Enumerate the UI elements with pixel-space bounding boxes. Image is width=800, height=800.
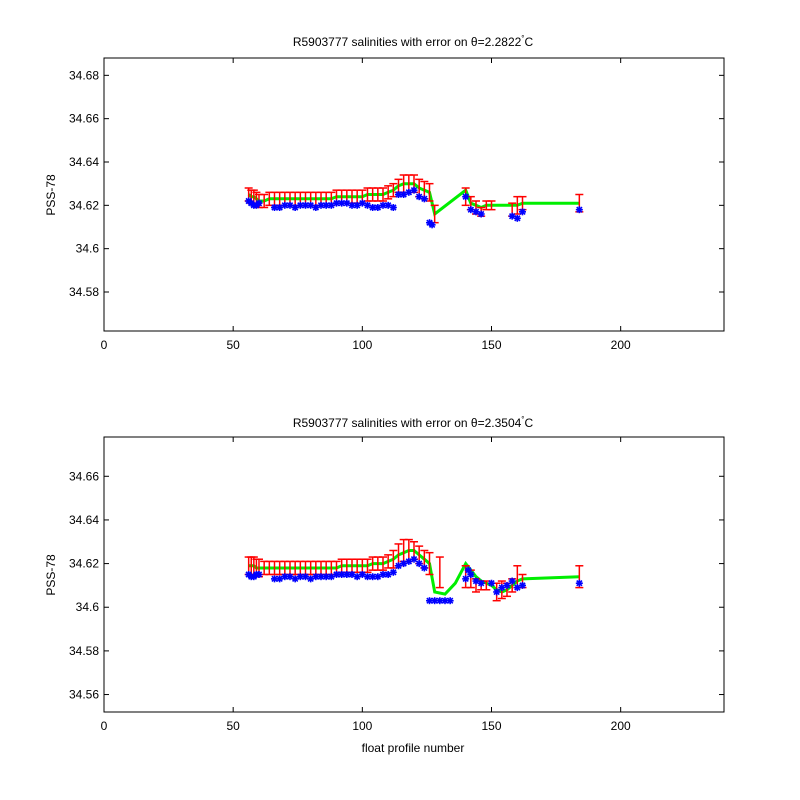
top-axis-ticks: 0 50 100 150 200 34.58 34.6 34.62 34.64 34.66 34.6… [69, 58, 724, 352]
top-chart-title: R5903777 salinities with error on θ=2.28… [293, 34, 534, 49]
bottom-float-salinity-point [503, 581, 511, 589]
bottom-axis-ticks: 0 50 100 150 200 34.56 34.58 34.6 34.62 34.64 34.6… [69, 437, 724, 733]
bottom-xtick-label: 0 [101, 719, 108, 733]
bottom-xtick-label: 100 [352, 719, 372, 733]
bottom-float-salinity-point [467, 571, 475, 578]
bottom-ytick-label: 34.66 [69, 469, 99, 483]
bottom-float-salinity-point [410, 555, 418, 563]
top-axes-frame [103, 57, 725, 332]
bottom-float-salinity-point [575, 579, 583, 587]
bottom-panel: R5903777 salinities with error on θ=2.35… [44, 415, 725, 755]
top-xtick-label: 150 [481, 338, 501, 352]
bottom-float-salinity-point [322, 573, 330, 581]
bottom-float-salinity-point [446, 597, 454, 605]
bottom-xtick-label: 150 [481, 719, 501, 733]
top-float-salinity-point [255, 199, 263, 207]
bottom-float-salinity-point [369, 573, 377, 581]
bottom-xtick-label: 50 [226, 719, 240, 733]
bottom-float-salinity-point [420, 564, 428, 572]
bottom-ylabel: PSS-78 [44, 554, 58, 596]
top-float-salinity-point [428, 221, 436, 229]
top-float-salinity-point [513, 214, 521, 222]
top-float-salinity-point [291, 204, 299, 211]
top-panel: R5903777 salinities with error on θ=2.28… [44, 34, 725, 352]
top-error-bar [379, 187, 387, 202]
bottom-float-salinity-point [338, 571, 346, 578]
bottom-float-salinity-point [493, 588, 501, 596]
bottom-float-salinity-point [415, 560, 423, 568]
bottom-title-degree: ° [521, 415, 524, 424]
top-ylabel: PSS-78 [44, 174, 58, 216]
top-plot-marks [244, 174, 584, 229]
top-float-salinity-point [420, 195, 428, 203]
top-float-salinity-point [389, 204, 397, 211]
top-ytick-label: 34.6 [76, 242, 100, 256]
bottom-xlabel: float profile number [362, 741, 465, 755]
top-xtick-label: 200 [611, 338, 631, 352]
top-float-salinity-point [477, 210, 485, 218]
top-ytick-label: 34.66 [69, 112, 99, 126]
bottom-float-salinity-point [343, 571, 351, 578]
top-ytick-label: 34.62 [69, 198, 99, 212]
bottom-float-salinity-point [436, 597, 444, 605]
bottom-ytick-label: 34.56 [69, 688, 99, 702]
top-ytick-label: 34.64 [69, 155, 99, 169]
top-error-bar [487, 200, 496, 211]
bottom-ytick-label: 34.6 [76, 600, 100, 614]
top-float-salinity-point [575, 206, 583, 214]
top-title-unit: C [525, 35, 534, 49]
bottom-axes-frame [103, 436, 725, 713]
top-float-salinity-point [462, 193, 470, 201]
bottom-ytick-label: 34.64 [69, 513, 99, 527]
top-xtick-label: 0 [101, 338, 108, 352]
top-xtick-label: 100 [352, 338, 372, 352]
top-float-salinity-point [410, 186, 418, 194]
top-ytick-label: 34.68 [69, 68, 99, 82]
bottom-float-salinity-point [389, 568, 397, 576]
top-float-salinity-point [519, 208, 526, 216]
bottom-error-bar [435, 556, 444, 589]
top-xtick-label: 50 [226, 338, 240, 352]
bottom-title-unit: C [525, 416, 534, 430]
top-float-salinity-point [395, 191, 402, 198]
bottom-float-salinity-point [462, 575, 470, 583]
bottom-float-salinity-point [384, 571, 392, 578]
bottom-plot-marks [244, 538, 584, 605]
bottom-float-salinity-point [281, 573, 289, 581]
bottom-float-salinity-point [488, 579, 495, 587]
bottom-ytick-label: 34.58 [69, 644, 99, 658]
top-float-salinity-point [296, 201, 304, 209]
top-float-salinity-point [322, 201, 330, 209]
top-error-bar [384, 185, 393, 200]
top-error-bar [260, 193, 269, 209]
bottom-float-salinity-point [508, 577, 516, 585]
bottom-ytick-label: 34.62 [69, 557, 99, 571]
bottom-float-salinity-point [519, 581, 526, 589]
bottom-xtick-label: 200 [611, 719, 631, 733]
bottom-float-salinity-point [255, 571, 263, 578]
bottom-error-bar [379, 556, 387, 571]
bottom-float-salinity-point [364, 573, 371, 581]
top-title-degree: ° [521, 34, 524, 43]
top-ytick-label: 34.58 [69, 285, 99, 299]
bottom-chart-title: R5903777 salinities with error on θ=2.35… [293, 415, 534, 430]
bottom-float-salinity-point [477, 579, 485, 587]
bottom-error-bar [425, 551, 434, 576]
bottom-float-salinity-point [379, 571, 387, 578]
